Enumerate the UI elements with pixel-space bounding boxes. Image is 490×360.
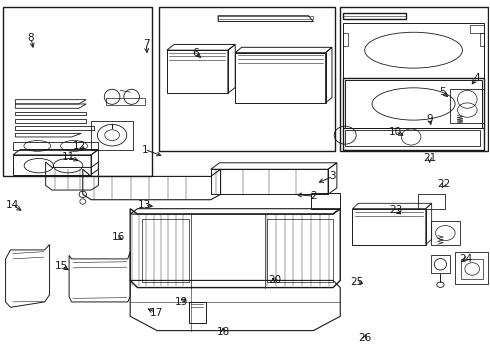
Text: 20: 20 (269, 275, 282, 285)
Text: 19: 19 (175, 297, 188, 307)
Text: 22: 22 (438, 179, 451, 189)
Text: 23: 23 (389, 206, 402, 216)
Text: 4: 4 (474, 73, 480, 83)
Text: 14: 14 (6, 200, 20, 210)
Text: 1: 1 (142, 144, 148, 154)
Text: 24: 24 (459, 254, 472, 264)
Text: 11: 11 (62, 152, 75, 162)
Text: 25: 25 (350, 277, 363, 287)
Text: 6: 6 (192, 48, 198, 58)
Text: 8: 8 (27, 33, 34, 43)
Text: 3: 3 (330, 171, 336, 181)
Text: 2: 2 (310, 191, 317, 201)
Text: 7: 7 (143, 39, 149, 49)
Text: 10: 10 (389, 127, 402, 136)
Text: 17: 17 (149, 308, 163, 318)
Text: 21: 21 (423, 153, 436, 163)
Text: 18: 18 (217, 327, 230, 337)
Text: 12: 12 (73, 141, 86, 151)
Text: 9: 9 (426, 114, 433, 124)
Text: 5: 5 (440, 87, 446, 97)
Text: 15: 15 (55, 261, 69, 271)
Text: 16: 16 (111, 232, 124, 242)
Text: 13: 13 (138, 200, 151, 210)
Text: 26: 26 (358, 333, 371, 343)
